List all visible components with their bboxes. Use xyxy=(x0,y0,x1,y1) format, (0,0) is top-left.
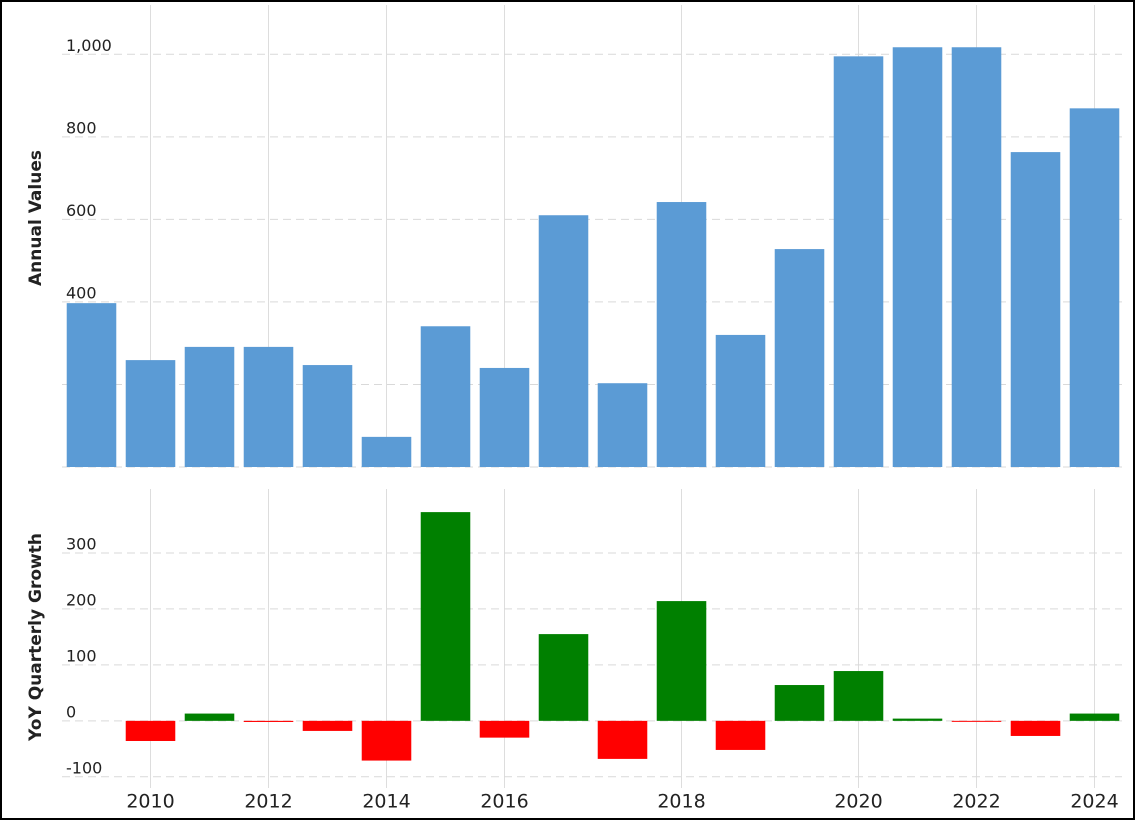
bar xyxy=(479,720,530,738)
y-tick-label: 100 xyxy=(66,646,97,665)
bar xyxy=(656,601,707,721)
bar xyxy=(302,720,353,731)
x-tick-label: 2020 xyxy=(834,791,882,813)
bar xyxy=(538,215,589,467)
bar xyxy=(656,202,707,467)
bar xyxy=(892,47,943,468)
bar xyxy=(243,346,294,467)
y-tick-label: -100 xyxy=(66,758,102,777)
bar xyxy=(66,303,117,467)
bar xyxy=(361,720,412,761)
bar xyxy=(184,713,235,721)
bar xyxy=(420,512,471,721)
y-tick-label: 400 xyxy=(66,283,97,302)
x-tick-label: 2012 xyxy=(244,791,292,813)
bar xyxy=(833,671,884,721)
bar xyxy=(1010,152,1061,467)
y-tick-label: 200 xyxy=(66,590,97,609)
x-tick-label: 2014 xyxy=(362,791,410,813)
bar xyxy=(420,326,471,467)
x-tick-label: 2024 xyxy=(1070,791,1118,813)
bar xyxy=(715,334,766,467)
bar xyxy=(951,47,1002,468)
bar xyxy=(951,720,1002,722)
bar xyxy=(538,634,589,721)
bar xyxy=(302,365,353,467)
bar xyxy=(1069,108,1120,467)
bar xyxy=(361,436,412,467)
y-tick-label: 0 xyxy=(66,702,76,721)
bar xyxy=(184,346,235,467)
bar xyxy=(1010,720,1061,736)
bar xyxy=(597,383,648,467)
y-tick-label: 600 xyxy=(66,201,97,220)
bar xyxy=(833,56,884,467)
bar xyxy=(125,360,176,467)
bar xyxy=(479,367,530,467)
y-tick-label: 300 xyxy=(66,534,97,553)
bar xyxy=(597,720,648,759)
bar xyxy=(243,720,294,722)
x-tick-label: 2018 xyxy=(657,791,705,813)
y-axis-label: Annual Values xyxy=(26,150,46,286)
bar xyxy=(125,720,176,741)
y-tick-label: 1,000 xyxy=(66,36,112,55)
y-tick-label: 800 xyxy=(66,118,97,137)
bar xyxy=(774,249,825,467)
x-tick-label: 2022 xyxy=(952,791,1000,813)
x-tick-label: 2016 xyxy=(480,791,528,813)
bar xyxy=(774,685,825,721)
y-axis-label: YoY Quarterly Growth xyxy=(26,533,46,742)
bar xyxy=(892,718,943,721)
x-tick-label: 2010 xyxy=(126,791,174,813)
bar xyxy=(1069,713,1120,721)
bar xyxy=(715,720,766,750)
